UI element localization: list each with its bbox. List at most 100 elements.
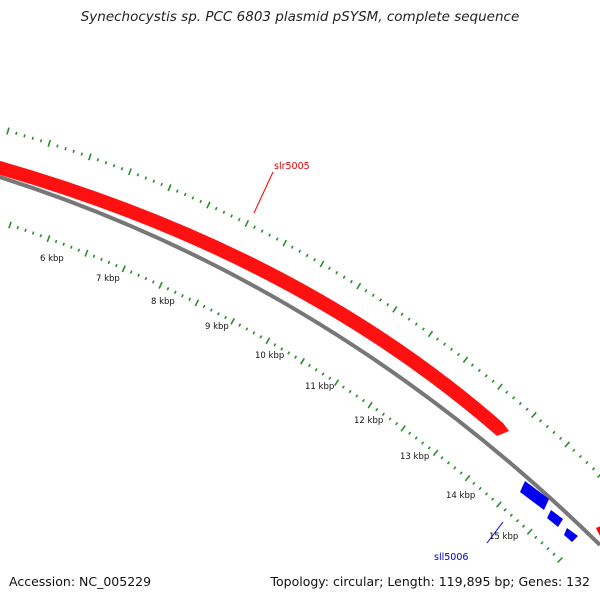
tick-label-15kbp: 15 kbp [489,532,518,542]
minor-tick [450,347,454,351]
minor-tick [509,513,513,517]
tick-label-8kbp: 8 kbp [151,297,175,307]
minor-tick [216,312,220,316]
tick-label-14kbp: 14 kbp [446,491,475,501]
minor-tick [268,233,272,237]
gene-reverse-arrow-3[interactable] [564,528,578,542]
minor-tick [80,152,84,156]
minor-tick [313,258,316,262]
minor-tick [355,394,359,398]
minor-tick [15,131,18,136]
major-tick [8,221,12,229]
minor-tick [552,430,556,435]
minor-tick [518,401,522,406]
gene-slr5005-arrow[interactable] [0,158,509,436]
minor-tick [202,304,206,309]
minor-tick [222,210,226,214]
minor-tick [545,424,549,429]
minor-tick [472,481,476,486]
major-tick [158,281,163,289]
minor-tick [305,253,309,258]
minor-tick [64,146,67,151]
minor-tick [335,271,339,275]
minor-tick [348,389,352,394]
minor-tick [379,298,382,302]
minor-tick [585,460,589,465]
minor-tick [552,552,556,556]
gene-reverse-arrow-2[interactable] [547,510,563,527]
page-title: Synechocystis sp. PCC 6803 plasmid pSYSM… [80,9,520,25]
minor-tick [129,270,133,274]
minor-tick [443,342,447,346]
minor-tick [166,287,170,291]
minor-tick [546,546,550,551]
minor-tick [484,492,489,496]
major-tick [597,473,600,479]
minor-tick [491,497,495,501]
minor-tick [252,331,256,335]
minor-tick [456,352,461,357]
minor-tick [120,167,124,171]
minor-tick [540,541,544,545]
gene-label-sll5006: sll5006 [434,552,468,563]
minor-tick [290,245,294,249]
minor-tick [275,237,279,241]
tick-label-12kbp: 12 kbp [354,416,383,426]
major-tick [265,337,271,345]
minor-tick [578,454,582,459]
minor-tick [54,239,58,244]
minor-tick [559,436,563,441]
inner-tick-ring [8,221,563,564]
tick-label-13kbp: 13 kbp [400,452,429,462]
minor-tick [39,139,43,143]
gene-forward-arrow-edge[interactable] [596,526,600,538]
major-tick [526,528,533,535]
genome-backbone [0,175,600,547]
major-tick [194,299,200,307]
major-tick [87,153,92,161]
major-tick [84,249,89,257]
minor-tick [100,257,103,261]
minor-tick [440,456,444,460]
minor-tick [151,280,155,284]
minor-tick [314,367,318,372]
minor-tick [16,225,19,230]
minor-tick [175,189,179,193]
minor-tick [183,192,187,197]
minor-tick [230,214,233,218]
minor-tick [522,524,526,528]
tick-label-11kbp: 11 kbp [305,382,334,392]
major-tick [206,201,211,209]
minor-tick [152,179,156,183]
minor-tick [327,266,331,271]
minor-tick [259,335,263,339]
gene-sll5006-arrow[interactable] [520,481,549,510]
minor-tick [24,228,27,232]
minor-tick [321,372,325,376]
minor-tick [491,379,495,383]
major-tick [464,474,471,482]
minor-tick [477,368,481,373]
gene-label-slr5005: slr5005 [274,161,310,172]
tick-label-6kbp: 6 kbp [40,254,64,264]
major-tick [557,556,563,564]
minor-tick [515,519,520,523]
major-tick [564,441,571,448]
minor-tick [144,276,148,281]
minor-tick [421,327,425,331]
minor-tick [307,363,311,368]
minor-tick [375,407,379,412]
major-tick [47,139,52,147]
minor-tick [107,260,111,265]
minor-tick [112,164,116,168]
minor-tick [245,327,249,331]
minor-tick [77,248,81,252]
minor-tick [484,374,488,378]
major-tick [334,379,340,387]
minor-tick [72,149,75,154]
minor-tick [70,245,73,249]
major-tick [462,356,469,363]
minor-tick [31,136,34,140]
minor-tick [328,376,332,381]
